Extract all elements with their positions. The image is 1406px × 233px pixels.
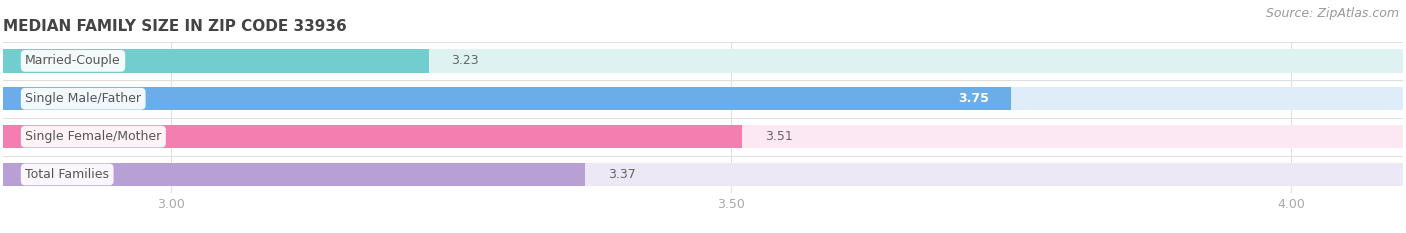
Bar xyxy=(3,49,1403,73)
Text: MEDIAN FAMILY SIZE IN ZIP CODE 33936: MEDIAN FAMILY SIZE IN ZIP CODE 33936 xyxy=(3,19,346,34)
Bar xyxy=(3,49,429,73)
Text: Single Male/Father: Single Male/Father xyxy=(25,92,141,105)
Text: Single Female/Mother: Single Female/Mother xyxy=(25,130,162,143)
Text: 3.75: 3.75 xyxy=(957,92,988,105)
Text: 3.51: 3.51 xyxy=(765,130,793,143)
Text: 3.37: 3.37 xyxy=(607,168,636,181)
Text: Married-Couple: Married-Couple xyxy=(25,54,121,67)
Bar xyxy=(3,87,1011,110)
Text: Total Families: Total Families xyxy=(25,168,110,181)
Bar xyxy=(3,87,1403,110)
Bar xyxy=(3,125,742,148)
Bar xyxy=(3,163,1403,186)
Bar xyxy=(3,163,585,186)
Bar xyxy=(3,125,1403,148)
Text: Source: ZipAtlas.com: Source: ZipAtlas.com xyxy=(1265,7,1399,20)
Text: 3.23: 3.23 xyxy=(451,54,478,67)
